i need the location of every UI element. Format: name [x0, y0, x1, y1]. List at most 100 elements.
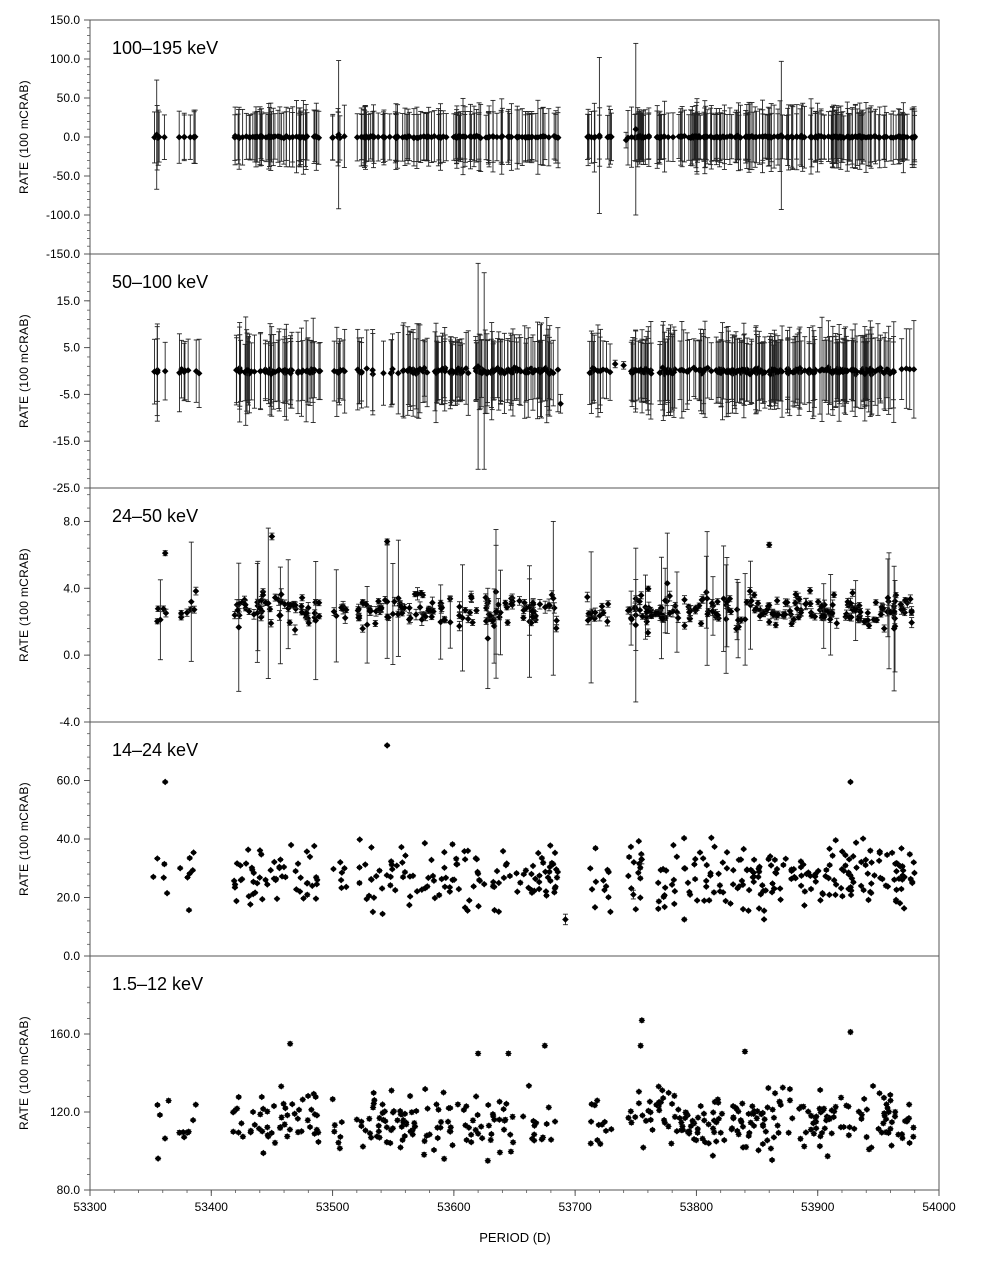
data-point	[287, 338, 294, 409]
data-marker	[160, 605, 167, 613]
data-marker	[758, 367, 765, 375]
data-marker	[262, 133, 270, 141]
data-marker	[234, 606, 241, 614]
data-point	[645, 113, 652, 160]
data-point	[906, 328, 914, 411]
data-marker	[490, 367, 498, 375]
data-point	[789, 338, 797, 407]
data-point	[516, 334, 523, 405]
data-marker	[312, 617, 320, 624]
data-marker	[864, 133, 872, 141]
data-point	[297, 110, 304, 166]
data-marker	[267, 370, 275, 378]
y-tick-label: -150.0	[46, 247, 80, 261]
data-point	[315, 612, 323, 620]
data-marker	[380, 369, 387, 377]
data-marker	[251, 368, 258, 375]
data-marker	[483, 370, 491, 377]
data-marker	[482, 134, 490, 141]
data-point	[665, 329, 672, 416]
data-marker	[290, 601, 297, 609]
data-point	[504, 339, 511, 403]
data-point	[796, 326, 804, 410]
data-point	[697, 328, 704, 412]
data-point	[157, 579, 164, 661]
data-point	[231, 106, 239, 166]
data-marker	[245, 608, 253, 615]
data-point	[591, 102, 598, 173]
data-marker	[584, 134, 592, 141]
data-marker	[540, 133, 547, 140]
data-marker	[287, 369, 294, 377]
data-marker	[885, 367, 892, 374]
data-point	[637, 340, 645, 399]
data-marker	[374, 133, 382, 141]
data-marker	[827, 133, 835, 141]
data-point	[681, 109, 688, 163]
data-marker	[341, 367, 348, 375]
data-marker	[528, 133, 536, 141]
data-point	[353, 113, 361, 162]
data-point	[653, 105, 661, 169]
data-point	[234, 605, 241, 615]
data-point	[380, 111, 387, 163]
data-marker	[294, 369, 302, 377]
data-point	[235, 109, 242, 165]
data-point	[435, 108, 442, 167]
data-marker	[420, 133, 428, 140]
data-point	[420, 112, 428, 161]
data-marker	[848, 133, 856, 140]
data-marker	[732, 133, 739, 141]
data-point	[363, 329, 371, 408]
y-tick-label: -15.0	[53, 434, 81, 448]
data-point	[380, 340, 387, 406]
data-point	[526, 578, 533, 636]
data-point	[708, 105, 715, 170]
data-marker	[880, 133, 888, 141]
data-marker	[286, 619, 294, 626]
data-marker	[898, 365, 905, 373]
data-point	[459, 343, 466, 401]
data-points	[151, 42, 919, 216]
data-point	[404, 326, 412, 416]
data-point	[459, 105, 467, 168]
data-point	[442, 113, 450, 162]
data-point	[315, 599, 323, 607]
data-point	[289, 112, 296, 163]
data-marker	[700, 133, 707, 141]
data-point	[499, 107, 506, 165]
data-marker	[728, 367, 736, 375]
data-point	[416, 601, 424, 614]
data-point	[291, 624, 299, 636]
data-marker	[520, 614, 527, 622]
data-point	[801, 336, 809, 405]
data-marker	[811, 368, 818, 376]
y-ticks: 150.0 100.0 50.0 0.0 -50.0 -100.0 -150.0	[46, 13, 90, 261]
data-point	[881, 332, 889, 412]
data-marker	[497, 368, 504, 375]
data-point	[434, 341, 441, 402]
data-marker	[746, 370, 754, 378]
data-marker	[452, 368, 459, 375]
data-marker	[471, 133, 478, 141]
data-point	[816, 326, 824, 415]
data-point	[678, 321, 686, 419]
data-marker	[865, 367, 873, 375]
data-marker	[477, 134, 484, 142]
data-point	[521, 325, 529, 419]
data-marker	[645, 133, 652, 141]
panel-1: 150.0 100.0 50.0 0.0 -50.0 -100.0 -150.0 RATE (…	[17, 13, 940, 261]
data-marker	[496, 613, 503, 621]
data-point	[753, 110, 760, 164]
data-point	[692, 340, 699, 400]
data-marker	[770, 133, 778, 140]
y-tick-label: 50.0	[57, 91, 81, 105]
data-point	[187, 114, 194, 160]
data-marker	[192, 587, 200, 595]
data-marker	[545, 133, 553, 141]
data-point	[656, 110, 664, 165]
data-point	[758, 342, 765, 400]
data-point	[620, 361, 627, 370]
data-point	[262, 112, 270, 163]
